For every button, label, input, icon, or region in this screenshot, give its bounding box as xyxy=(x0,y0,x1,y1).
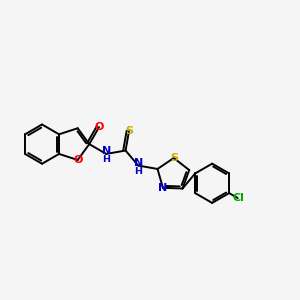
Text: S: S xyxy=(170,153,178,163)
Text: N: N xyxy=(158,183,168,193)
Text: O: O xyxy=(94,122,104,132)
Text: O: O xyxy=(73,155,82,165)
Text: S: S xyxy=(125,126,133,136)
Text: H: H xyxy=(134,167,142,176)
Text: H: H xyxy=(102,155,110,164)
Text: N: N xyxy=(102,146,111,156)
Text: Cl: Cl xyxy=(232,194,244,203)
Text: N: N xyxy=(134,158,143,168)
